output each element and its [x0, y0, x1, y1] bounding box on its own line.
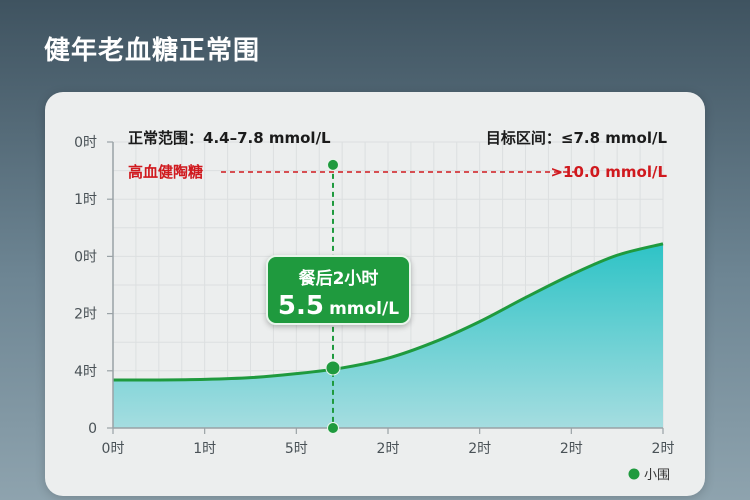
y-tick-label: 1时	[74, 192, 97, 208]
marker-point	[327, 422, 339, 434]
area-fill	[113, 243, 663, 428]
marker-point	[327, 158, 339, 171]
callout-unit: mmol/L	[329, 299, 400, 319]
y-tick-label: 0	[88, 421, 97, 437]
normal-range-text: 正常范围：4.4–7.8 mmol/L	[128, 129, 331, 147]
high-glucose-value: >10.0 mmol/L	[550, 163, 667, 181]
target-range-text: 目标区间：≤7.8 mmol/L	[486, 129, 668, 147]
callout-box: 餐后2小时 5.5 mmol/L	[266, 255, 411, 325]
legend-label: 小围	[644, 468, 670, 483]
x-tick-label: 2时	[652, 441, 675, 457]
page-title: 健年老血糖正常围	[44, 36, 261, 66]
y-tick-label: 0时	[74, 135, 97, 151]
series-line	[112, 242, 664, 382]
marker-point	[325, 360, 341, 376]
x-tick-label: 2时	[377, 441, 400, 457]
legend-dot	[628, 468, 640, 480]
callout-label: 餐后2小时	[298, 269, 379, 289]
x-tick-label: 2时	[560, 441, 583, 457]
high-glucose-label: 高血健陶糖	[128, 163, 203, 181]
y-tick-label: 2时	[74, 307, 97, 323]
x-tick-label: 0时	[102, 441, 125, 457]
x-tick-label: 5时	[285, 441, 308, 457]
x-tick-label: 1时	[193, 441, 216, 457]
chart-card: 0时 1时 0时 2时 4时 0 0时 1时 5时 2时 2时 2时 2时 正常范围：4.4–7.8 m…	[45, 92, 705, 496]
x-tick-label: 2时	[468, 441, 491, 457]
y-tick-label: 4时	[74, 364, 97, 380]
y-tick-label: 0时	[74, 249, 97, 265]
callout-value: 5.5	[277, 291, 324, 321]
